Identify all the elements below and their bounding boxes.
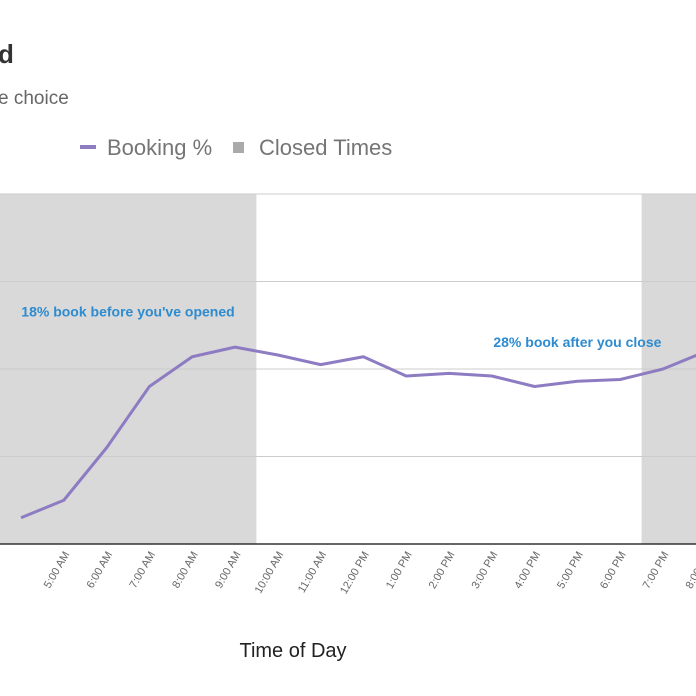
x-tick-label: 6:00 PM bbox=[598, 550, 629, 591]
chart-subtitle: e choice bbox=[0, 88, 69, 109]
x-tick-label: 1:00 PM bbox=[384, 550, 415, 591]
x-tick-label: 3:00 PM bbox=[470, 550, 501, 591]
x-tick-label: 5:00 AM bbox=[42, 550, 73, 591]
x-tick-label: 5:00 PM bbox=[555, 550, 586, 591]
series-line-0 bbox=[20, 345, 696, 520]
annotation-layer: 18% book before you've opened 28% book af… bbox=[21, 304, 661, 351]
legend[interactable]: Booking % Closed Times bbox=[80, 135, 392, 160]
x-tick-label: 6:00 AM bbox=[85, 550, 116, 591]
x-tick-label: 8:00 AM bbox=[170, 550, 201, 591]
x-tick-label: 7:00 PM bbox=[641, 550, 672, 591]
x-tick-label: 9:00 AM bbox=[213, 550, 244, 591]
annotation-1: 28% book after you close bbox=[493, 334, 661, 350]
x-axis-title: Time of Day bbox=[239, 640, 346, 662]
x-tick-label: 4:00 PM bbox=[512, 550, 543, 591]
x-tick-label: 12:00 PM bbox=[338, 550, 372, 597]
annotation-0: 18% book before you've opened bbox=[21, 304, 234, 320]
x-tick-labels: 5:00 AM 6:00 AM 7:00 AM 8:00 AM 9:00 AM 10:00… bbox=[42, 550, 696, 597]
chart-title: d bbox=[0, 39, 14, 69]
series-layer bbox=[20, 345, 696, 520]
x-tick-label: 7:00 AM bbox=[127, 550, 158, 591]
x-tick-label: 8:00 PM bbox=[684, 550, 696, 591]
grid-layer bbox=[0, 193, 696, 545]
x-tick-label: 2:00 PM bbox=[427, 550, 458, 591]
x-tick-label: 10:00 AM bbox=[253, 550, 287, 596]
legend-label-closed: Closed Times bbox=[259, 135, 392, 160]
legend-label-booking: Booking % bbox=[107, 135, 212, 160]
x-tick-label: 11:00 AM bbox=[296, 550, 329, 596]
legend-square-icon bbox=[233, 142, 244, 153]
